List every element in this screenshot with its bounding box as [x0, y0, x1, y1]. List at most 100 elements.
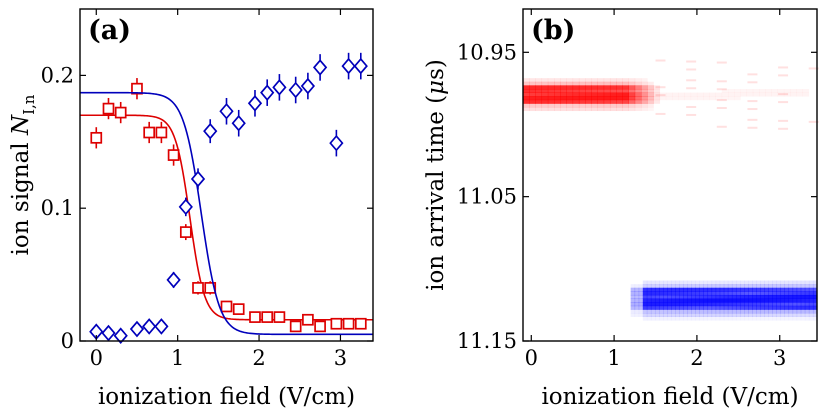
panel-b-heatmap-cell — [634, 287, 640, 292]
panel-b-heatmap-cell — [727, 284, 733, 289]
panel-b-heatmap-cell — [659, 294, 664, 299]
panel-b-y-label-unit: s) — [423, 59, 449, 80]
panel-b-heatmap-cell — [756, 291, 761, 296]
panel-b-heatmap-cell — [675, 291, 680, 296]
panel-a-x-tick-label: 0 — [90, 346, 103, 370]
panel-b-heatmap-cell — [695, 313, 700, 318]
panel-b-heatmap-cell — [616, 107, 623, 112]
panel-b-heatmap-cell — [585, 96, 592, 101]
panel-b-heatmap-cell — [812, 316, 818, 321]
panel-b-heatmap-cell — [703, 92, 710, 97]
panel-a-axes-frame — [79, 8, 374, 342]
panel-b-heatmap-cell — [715, 96, 723, 101]
panel-a-y-tick-label: 0.2 — [41, 63, 74, 87]
panel-b-heatmap-cell — [788, 287, 794, 292]
panel-b-heatmap-cell — [634, 294, 640, 299]
panel-b-heatmap-cell — [808, 120, 819, 123]
panel-b-heatmap-cell — [634, 305, 640, 310]
panel-a-data-point-diamond — [353, 57, 368, 75]
panel-b-heatmap-cell — [634, 284, 640, 289]
panel-b-heatmap-cell — [578, 81, 586, 86]
panel-b-heatmap-cell — [572, 107, 580, 112]
panel-b-heatmap-cell — [622, 81, 629, 86]
panel-b-heatmap-cell — [768, 302, 773, 307]
panel-a-data-point-square — [314, 320, 326, 333]
panel-b-heatmap-cell — [572, 88, 580, 93]
panel-b-heatmap-cell — [683, 309, 688, 314]
panel-b-heatmap-cell — [812, 309, 818, 314]
panel-b-heatmap-cell — [665, 92, 673, 97]
panel-b-heatmap-cell — [768, 316, 773, 321]
panel-b-heatmap-cell — [695, 287, 700, 292]
panel-b-heatmap — [523, 59, 819, 321]
panel-b-heatmap-cell — [622, 107, 629, 112]
panel-b-heatmap-cell — [719, 305, 725, 310]
panel-b-heatmap-cell — [764, 280, 769, 285]
panel-b-heatmap-cell — [723, 302, 729, 307]
panel-b-heatmap-cell — [687, 309, 692, 314]
panel-b-heatmap-cell — [711, 313, 717, 318]
panel-b-heatmap-cell — [675, 298, 680, 303]
panel-b-heatmap-cell — [535, 78, 543, 83]
panel-b-heatmap-cell — [800, 302, 806, 307]
panel-a-data-point-square — [131, 82, 143, 95]
panel-b-heatmap-cell — [671, 294, 676, 299]
panel-a-data-point-square — [330, 317, 343, 330]
panel-b-heatmap-cell — [707, 305, 713, 310]
panel-b-heatmap-cell — [654, 294, 660, 299]
panel-b-heatmap-cell — [523, 99, 530, 104]
panel-b: 0 1 2 3 10.95 11.05 11.15 (b) ionization field… — [423, 8, 819, 410]
panel-a-data-point-square — [232, 303, 245, 315]
panel-b-heatmap-cell — [667, 291, 672, 296]
panel-b-heatmap-cell — [672, 96, 679, 101]
panel-b-heatmap-cell — [764, 287, 769, 292]
panel-b-heatmap-cell — [812, 284, 818, 289]
panel-b-heatmap-cell — [622, 92, 629, 97]
panel-b-heatmap-cell — [687, 302, 692, 307]
panel-b-heatmap-cell — [715, 305, 721, 310]
panel-b-heatmap-cell — [654, 313, 660, 318]
panel-b-x-tick-label: 1 — [607, 346, 620, 370]
panel-b-heatmap-cell — [703, 291, 709, 296]
panel-b-heatmap-cell — [744, 284, 749, 289]
panel-b-heatmap-cell — [699, 305, 704, 310]
panel-b-heatmap-cell — [804, 291, 810, 296]
panel-b-heatmap-cell — [780, 316, 785, 321]
panel-b-heatmap-cell — [560, 85, 567, 90]
panel-b-heatmap-cell — [804, 287, 810, 292]
panel-b-heatmap-cell — [671, 309, 676, 314]
panel-a-data-point-diamond — [260, 84, 275, 101]
panel-b-heatmap-cell — [731, 280, 737, 285]
panel-b-heatmap-cell — [535, 85, 543, 90]
panel-a-data-point-diamond — [203, 122, 218, 140]
panel-b-heatmap-cell — [731, 284, 737, 289]
panel-b-heatmap-cell — [796, 302, 802, 307]
panel-b-heatmap-cell — [646, 294, 652, 299]
panel-b-heatmap-cell — [597, 96, 605, 101]
panel-b-heatmap-cell — [740, 294, 745, 299]
panel-b-heatmap-cell — [777, 92, 785, 97]
panel-b-heatmap-cell — [603, 107, 611, 112]
panel-b-heatmap-cell — [687, 298, 692, 303]
panel-b-heatmap-cell — [634, 107, 642, 112]
panel-b-heatmap-cell — [687, 294, 692, 299]
panel-b-heatmap-cell — [709, 92, 716, 97]
panel-b-heatmap-cell — [572, 103, 580, 108]
panel-b-heatmap-cell — [792, 294, 798, 299]
panel-a-data-point-square — [114, 106, 127, 119]
panel-b-heatmap-cell — [547, 99, 555, 104]
panel-b-heatmap-cell — [727, 291, 733, 296]
panel-b-heatmap-cell — [695, 309, 700, 314]
panel-b-heatmap-cell — [566, 99, 574, 104]
panel-b-heatmap-cell — [578, 88, 586, 93]
panel-b-heatmap-cell — [687, 284, 692, 289]
panel-b-heatmap-cell — [628, 81, 636, 86]
panel-b-heatmap-cell — [792, 287, 798, 292]
panel-b-heatmap-cell — [690, 92, 698, 97]
panel-b-heatmap-cell — [776, 298, 781, 303]
panel-b-heatmap-cell — [566, 107, 574, 112]
panel-b-heatmap-cell — [659, 302, 664, 307]
panel-b-heatmap-cell — [711, 294, 717, 299]
panel-b-heatmap-cell — [646, 302, 652, 307]
panel-b-heatmap-cell — [686, 60, 697, 63]
